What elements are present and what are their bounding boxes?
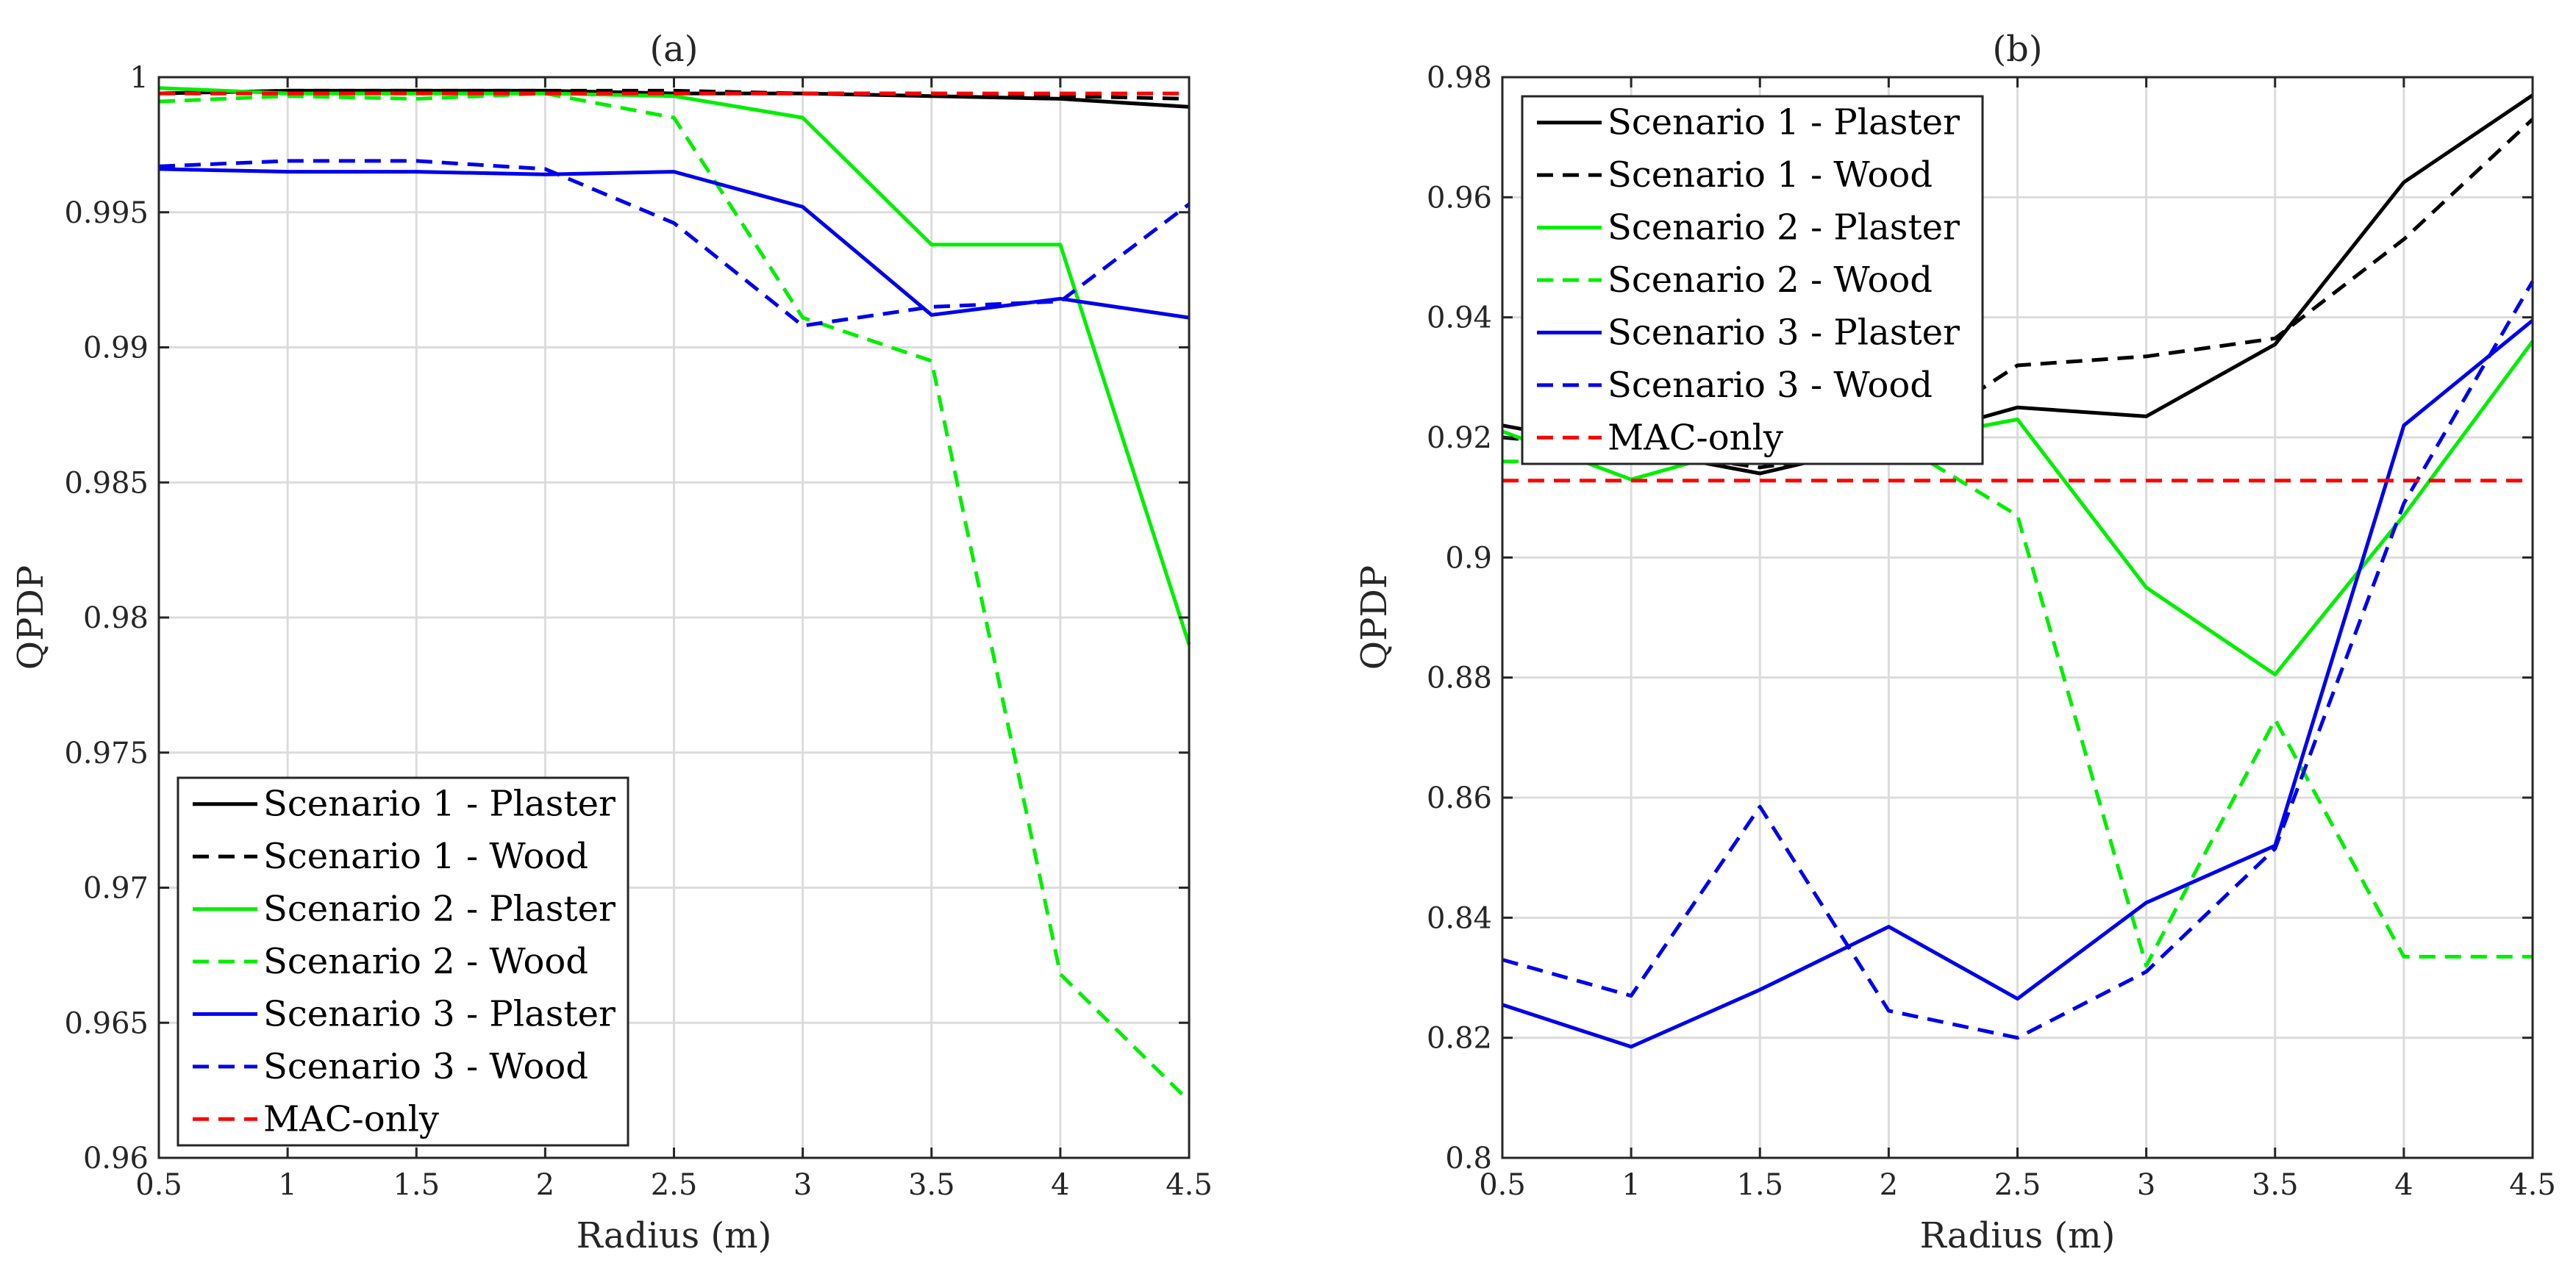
chart-b-xtick-label-0: 0.5 xyxy=(1479,1168,1526,1202)
chart-b-xtick-label-4: 2.5 xyxy=(1994,1168,2041,1202)
chart-a-legend-label-1: Scenario 1 - Plaster xyxy=(263,784,616,825)
chart-a-xtick-label-8: 4.5 xyxy=(1166,1168,1213,1202)
chart-a-legend-label-4: Scenario 2 - Wood xyxy=(263,941,588,982)
chart-b-xtick-label-8: 4.5 xyxy=(2509,1168,2556,1202)
chart-b-ytick-label-9: 0.98 xyxy=(1427,61,1492,95)
chart-b-legend-label-6: Scenario 3 - Wood xyxy=(1608,365,1933,406)
chart-b: 0.5 1 1.5 2 2.5 3 3.5 4 4.5 0.8 0.82 0.84 0.86 0.88 0.… xyxy=(1354,29,2556,1256)
chart-b-xtick-label-1: 1 xyxy=(1621,1168,1640,1202)
chart-b-legend-label-5: Scenario 3 - Plaster xyxy=(1608,312,1960,353)
chart-b-ytick-label-3: 0.86 xyxy=(1427,781,1492,815)
chart-a-xtick-label-1: 1 xyxy=(278,1168,296,1202)
chart-a-xtick-label-3: 2 xyxy=(536,1168,554,1202)
chart-a-xtick-label-5: 3 xyxy=(793,1168,812,1202)
chart-a-ytick-label-5: 0.985 xyxy=(64,466,149,500)
chart-a-legend: Scenario 1 - Plaster Scenario 1 - Wood Sce… xyxy=(176,776,629,1147)
chart-a: 0.5 1 1.5 2 2.5 3 3.5 4 4.5 0.96 0.965 0.97 0.975 0.9… xyxy=(10,29,1213,1256)
chart-b-ytick-label-2: 0.84 xyxy=(1427,901,1492,935)
chart-a-series-3-line xyxy=(158,86,1191,645)
chart-b-legend: Scenario 1 - Plaster Scenario 1 - Wood Sce… xyxy=(1521,95,1984,465)
chart-b-legend-label-3: Scenario 2 - Plaster xyxy=(1608,207,1960,248)
chart-a-xtick-label-4: 2.5 xyxy=(651,1168,698,1202)
chart-b-xlabel: Radius (m) xyxy=(1920,1215,2116,1256)
chart-a-ytick-label-3: 0.975 xyxy=(64,737,149,770)
chart-a-ylabel: QPDP xyxy=(10,565,51,670)
chart-b-xtick-label-5: 3 xyxy=(2137,1168,2155,1202)
chart-a-ytick-label-7: 0.995 xyxy=(64,196,149,230)
chart-b-legend-label-4: Scenario 2 - Wood xyxy=(1608,260,1933,301)
chart-a-xtick-label-0: 0.5 xyxy=(135,1168,182,1202)
chart-b-ytick-label-4: 0.88 xyxy=(1427,662,1492,695)
chart-a-legend-label-7: MAC-only xyxy=(263,1098,439,1139)
chart-a-xtick-label-6: 3.5 xyxy=(908,1168,955,1202)
chart-a-xlabel: Radius (m) xyxy=(577,1215,772,1256)
chart-a-series-6-line xyxy=(158,159,1191,328)
chart-a-ytick-label-1: 0.965 xyxy=(64,1006,149,1040)
chart-a-legend-label-2: Scenario 1 - Wood xyxy=(263,836,588,877)
chart-a-series-4-line xyxy=(158,91,1191,1103)
chart-b-ytick-label-0: 0.8 xyxy=(1445,1142,1492,1175)
chart-b-ytick-label-7: 0.94 xyxy=(1427,301,1492,335)
chart-b-series-5-line xyxy=(1502,318,2534,1049)
chart-a-legend-label-6: Scenario 3 - Wood xyxy=(263,1046,588,1087)
chart-b-series-2-line xyxy=(1502,118,2534,470)
chart-b-ytick-label-6: 0.92 xyxy=(1427,421,1492,455)
chart-a-ytick-label-8: 1 xyxy=(130,61,149,95)
chart-a-ytick-label-2: 0.97 xyxy=(83,872,149,906)
chart-b-legend-label-2: Scenario 1 - Wood xyxy=(1608,154,1933,196)
chart-a-ytick-label-4: 0.98 xyxy=(83,601,149,635)
chart-b-ylabel: QPDP xyxy=(1354,565,1395,670)
chart-b-title: (b) xyxy=(1992,29,2042,70)
chart-a-xtick-label-2: 1.5 xyxy=(393,1168,440,1202)
chart-b-xtick-label-2: 1.5 xyxy=(1736,1168,1783,1202)
chart-a-xtick-label-7: 4 xyxy=(1051,1168,1069,1202)
chart-b-ytick-label-1: 0.82 xyxy=(1427,1022,1492,1056)
chart-b-series-6-line xyxy=(1502,280,2535,1040)
chart-b-xtick-label-7: 4 xyxy=(2394,1168,2413,1202)
chart-b-ytick-label-8: 0.96 xyxy=(1427,181,1492,215)
chart-a-legend-label-3: Scenario 2 - Plaster xyxy=(263,889,616,930)
chart-b-legend-label-7: MAC-only xyxy=(1608,417,1783,458)
chart-a-ytick-label-6: 0.99 xyxy=(83,332,149,365)
chart-a-title: (a) xyxy=(649,29,698,70)
chart-b-ytick-label-5: 0.9 xyxy=(1445,541,1492,575)
chart-a-ytick-label-0: 0.96 xyxy=(83,1142,149,1175)
chart-b-xtick-label-3: 2 xyxy=(1880,1168,1898,1202)
chart-b-xtick-label-6: 3.5 xyxy=(2252,1168,2299,1202)
chart-b-legend-label-1: Scenario 1 - Plaster xyxy=(1608,102,1960,143)
chart-a-legend-label-5: Scenario 3 - Plaster xyxy=(263,993,616,1034)
